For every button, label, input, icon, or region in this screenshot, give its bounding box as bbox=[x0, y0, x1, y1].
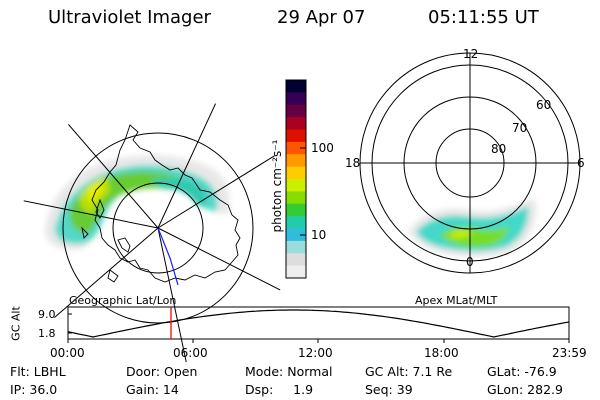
status-ip: IP: 36.0 bbox=[10, 382, 58, 397]
colorbar-segment bbox=[286, 104, 306, 118]
geographic-map bbox=[21, 91, 295, 365]
status-mode: Mode: Normal bbox=[245, 364, 333, 379]
mlt-label-18: 18 bbox=[345, 156, 361, 170]
colorbar-segment bbox=[286, 228, 306, 242]
altitude-tick-9: 9.0 bbox=[38, 308, 56, 321]
right-map-caption: Apex MLat/MLT bbox=[415, 294, 498, 307]
colorbar-tick-10: 10 bbox=[311, 228, 327, 242]
instrument-title: Ultraviolet Imager bbox=[48, 7, 211, 28]
altitude-axis-label: GC Alt bbox=[9, 306, 23, 341]
status-glat: GLat: -76.9 bbox=[487, 364, 557, 379]
colorbar-segment bbox=[286, 203, 306, 217]
status-gc-alt: GC Alt: 7.1 Re bbox=[365, 364, 453, 379]
status-dsp: Dsp: 1.9 bbox=[245, 382, 314, 397]
altitude-tick-1: 1.8 bbox=[38, 327, 56, 340]
status-flt: Flt: LBHL bbox=[10, 364, 66, 379]
left-map-caption: Geographic Lat/Lon bbox=[69, 294, 177, 307]
time-tick-0000: 00:00 bbox=[50, 346, 85, 360]
colorbar-segment bbox=[286, 117, 306, 131]
colorbar-segment bbox=[286, 166, 306, 180]
altitude-strip bbox=[67, 306, 570, 343]
right-aurora-emission bbox=[408, 198, 537, 258]
colorbar-segment bbox=[286, 191, 306, 205]
colorbar-segment bbox=[286, 216, 306, 230]
mlat-label-80: 80 bbox=[491, 142, 507, 156]
colorbar-segment bbox=[286, 92, 306, 106]
colorbar-segment bbox=[286, 129, 306, 143]
colorbar-segment bbox=[286, 179, 306, 192]
status-gain: Gain: 14 bbox=[126, 382, 179, 397]
colorbar-segment bbox=[286, 141, 306, 155]
colorbar-tick-100: 100 bbox=[311, 141, 334, 155]
time-tick-1800: 18:00 bbox=[424, 346, 459, 360]
date-label: 29 Apr 07 bbox=[277, 7, 366, 28]
status-glon: GLon: 282.9 bbox=[487, 382, 563, 397]
mlt-label-12: 12 bbox=[463, 47, 479, 61]
mlt-label-0: 0 bbox=[466, 255, 474, 269]
apex-map bbox=[359, 52, 581, 274]
status-door: Door: Open bbox=[126, 364, 198, 379]
time-label: 05:11:55 UT bbox=[428, 7, 539, 28]
time-tick-0600: 06:00 bbox=[173, 346, 208, 360]
mlat-label-60: 60 bbox=[536, 98, 552, 112]
mlat-label-70: 70 bbox=[512, 121, 528, 135]
colorbar-segment bbox=[286, 240, 306, 254]
colorbar bbox=[285, 79, 307, 279]
colorbar-segment bbox=[286, 154, 306, 168]
colorbar-segment bbox=[286, 265, 306, 279]
colorbar-unit-label: photon cm⁻²s⁻¹ bbox=[270, 139, 284, 233]
status-seq: Seq: 39 bbox=[365, 382, 413, 397]
time-tick-2359: 23:59 bbox=[552, 346, 587, 360]
colorbar-segment bbox=[286, 80, 306, 93]
colorbar-segment bbox=[286, 253, 306, 267]
time-tick-1200: 12:00 bbox=[298, 346, 333, 360]
left-aurora-emission bbox=[45, 155, 230, 250]
mlt-label-6: 6 bbox=[577, 156, 585, 170]
